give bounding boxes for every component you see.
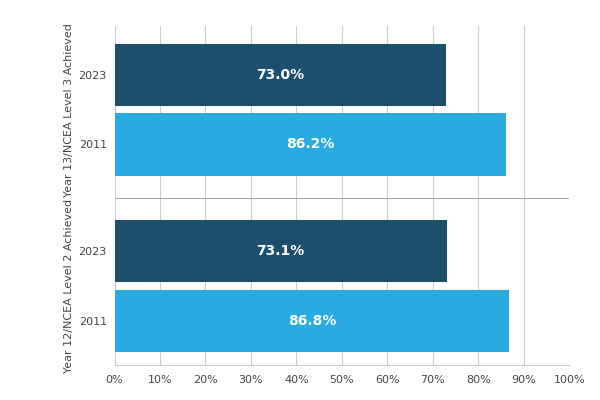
Bar bbox=[115, 113, 506, 176]
Text: Year 13/NCEA Level 3 Achieved: Year 13/NCEA Level 3 Achieved bbox=[64, 23, 74, 197]
Text: 73.1%: 73.1% bbox=[257, 244, 305, 258]
Text: 86.2%: 86.2% bbox=[286, 138, 335, 152]
Bar bbox=[115, 220, 447, 282]
Text: 86.8%: 86.8% bbox=[287, 314, 336, 328]
Text: Year 12/NCEA Level 2 Achieved: Year 12/NCEA Level 2 Achieved bbox=[64, 199, 74, 373]
Text: 73.0%: 73.0% bbox=[256, 68, 305, 82]
Bar bbox=[115, 290, 509, 352]
Bar bbox=[115, 44, 446, 106]
